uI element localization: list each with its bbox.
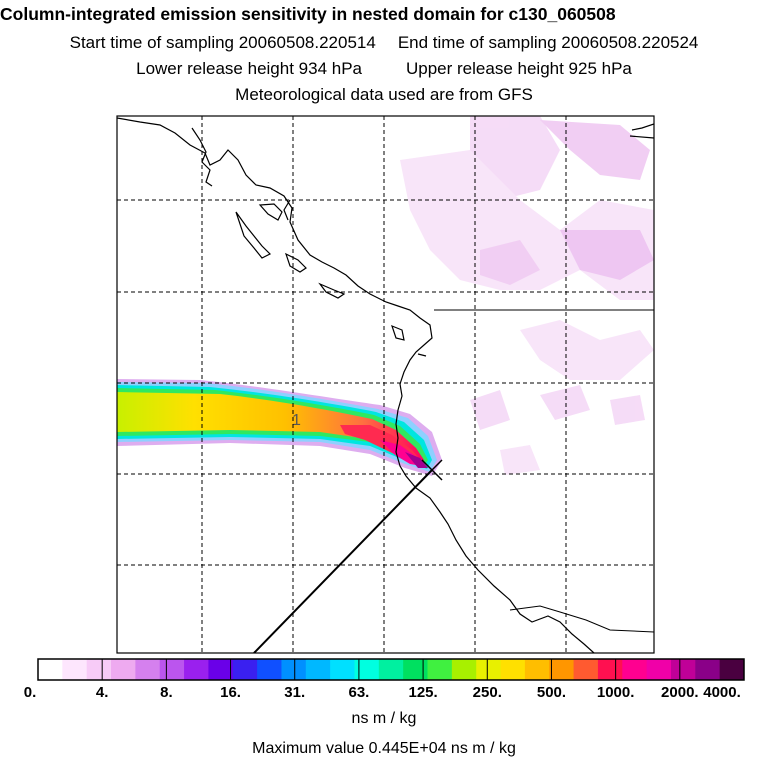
colorbar-swatch — [622, 659, 648, 680]
met-data-source: Meteorological data used are from GFS — [235, 85, 533, 104]
colorbar-swatch — [232, 659, 258, 680]
lower-release-height: Lower release height 934 hPa — [136, 59, 362, 78]
lat-lon-grid — [117, 116, 654, 653]
release-heights: Lower release height 934 hPa Upper releas… — [0, 59, 768, 79]
colorbar-swatch — [330, 659, 355, 680]
flight-track — [253, 469, 433, 653]
country-borders — [434, 309, 654, 633]
colorbar-swatch — [378, 659, 404, 680]
colorbar-swatch — [500, 659, 526, 680]
colorbar-swatch — [111, 659, 136, 680]
colorbar-swatch — [305, 659, 331, 680]
colorbar-frame — [37, 658, 745, 681]
colorbar-tick-label: 63. — [348, 684, 370, 701]
colorbar-tick-label: 4000. — [703, 684, 741, 701]
colorbar-swatch — [427, 659, 453, 680]
colorbar-swatch — [524, 659, 550, 680]
colorbar-swatch — [451, 659, 477, 680]
colorbar-swatch — [646, 659, 672, 680]
colorbar-swatch — [476, 659, 502, 680]
low-sensitivity-field — [400, 116, 654, 475]
colorbar-swatch — [159, 659, 185, 680]
map-area: 1 — [117, 116, 654, 653]
colorbar-unit: ns m / kg — [351, 710, 417, 727]
colorbar-tick-label: 16. — [220, 684, 241, 701]
colorbar-tick-label: 31. — [284, 684, 306, 701]
colorbar-swatch — [597, 659, 623, 680]
colorbar-swatch — [257, 659, 282, 680]
colorbar-tick-label: 8. — [160, 684, 173, 701]
colorbar-swatch — [670, 659, 696, 680]
colorbar-swatch — [719, 659, 745, 680]
colorbar-tick-label: 500. — [536, 684, 567, 701]
colorbar-swatch — [403, 659, 429, 680]
colorbar-tick-label: 250. — [472, 684, 502, 701]
map-frame — [116, 115, 655, 654]
colorbar-tick-label: 4. — [95, 684, 109, 701]
colorbar-swatch — [38, 659, 63, 680]
colorbar-swatch — [62, 659, 88, 680]
upper-release-height: Upper release height 925 hPa — [406, 59, 632, 78]
start-time: Start time of sampling 20060508.220514 — [69, 33, 376, 52]
colorbar-swatch — [549, 659, 575, 680]
colorbar-tick-label: 2000. — [661, 684, 699, 701]
colorbar-swatch — [695, 659, 721, 680]
colorbar-tick-label: 1000. — [596, 684, 635, 701]
sampling-times: Start time of sampling 20060508.220514 En… — [0, 33, 768, 53]
colorbar-swatch — [184, 659, 209, 680]
colorbar-swatch — [208, 659, 234, 680]
colorbar-swatch — [281, 659, 307, 680]
plume-contour-label: 1 — [292, 412, 301, 429]
colorbar-tick-label: 125. — [408, 684, 438, 701]
release-point-marker — [421, 459, 443, 481]
map-title: Column-integrated emission sensitivity i… — [0, 4, 616, 24]
colorbar-swatch — [135, 659, 161, 680]
colorbar-tick-label: 0. — [23, 684, 37, 701]
maximum-value: Maximum value 0.445E+04 ns m / kg — [252, 740, 516, 757]
colorbar-swatch — [86, 659, 112, 680]
end-time: End time of sampling 20060508.220524 — [397, 33, 699, 52]
colorbar — [37, 658, 745, 681]
colorbar-swatch — [354, 659, 380, 680]
colorbar-swatch — [573, 659, 599, 680]
emission-plume: 1 — [117, 379, 442, 476]
